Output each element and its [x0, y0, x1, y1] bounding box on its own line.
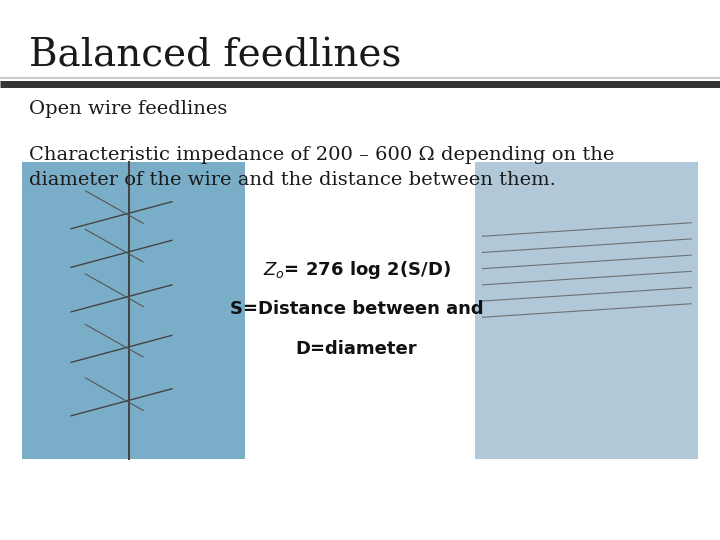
Text: $Z_o$= 276 log 2(S/D): $Z_o$= 276 log 2(S/D) — [263, 259, 450, 281]
Text: Characteristic impedance of 200 – 600 Ω depending on the
diameter of the wire an: Characteristic impedance of 200 – 600 Ω … — [29, 146, 614, 189]
Text: Open wire feedlines: Open wire feedlines — [29, 100, 228, 118]
Text: D=diameter: D=diameter — [296, 340, 417, 358]
Text: Balanced feedlines: Balanced feedlines — [29, 38, 401, 75]
FancyBboxPatch shape — [22, 162, 245, 459]
FancyBboxPatch shape — [475, 162, 698, 459]
Text: S=Distance between and: S=Distance between and — [230, 300, 483, 318]
